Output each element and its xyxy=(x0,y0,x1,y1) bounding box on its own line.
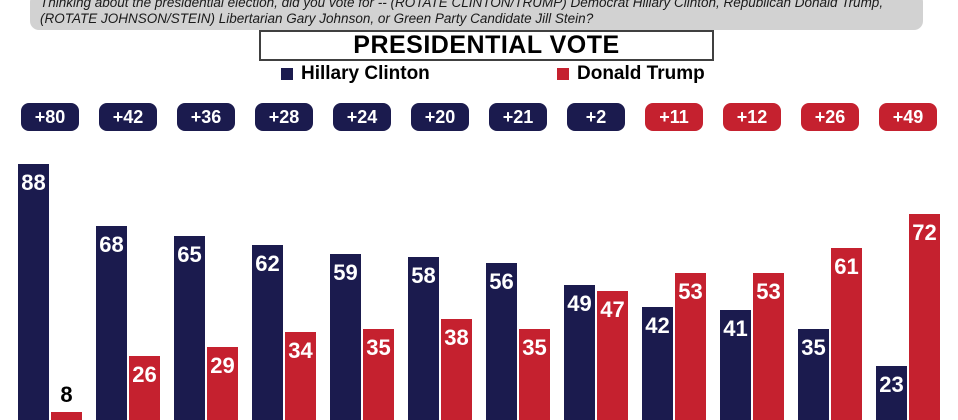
bar-trump xyxy=(363,328,394,420)
margin-badge: +80 xyxy=(21,103,79,131)
legend-item-clinton: Hillary Clinton xyxy=(281,63,430,85)
margin-badge: +28 xyxy=(255,103,313,131)
bar-value-label: 34 xyxy=(288,337,313,363)
trump-swatch-icon xyxy=(557,68,569,80)
bar-clinton xyxy=(96,226,127,420)
bar-value-label: 61 xyxy=(834,253,859,279)
bar-trump xyxy=(909,213,940,420)
chart-title-box: PRESIDENTIAL VOTE xyxy=(259,30,714,61)
bar-value-label: 58 xyxy=(411,263,436,289)
bar-trump xyxy=(441,319,472,420)
margin-badge: +20 xyxy=(411,103,469,131)
legend-item-trump: Donald Trump xyxy=(557,63,705,85)
bar-clinton xyxy=(408,257,439,420)
bar-value-label: 88 xyxy=(21,170,46,196)
bar-value-label: 56 xyxy=(489,269,514,295)
margin-badge: +36 xyxy=(177,103,235,131)
bar-value-label: 8 xyxy=(60,382,73,408)
bar-value-label: 35 xyxy=(522,334,547,360)
bar-value-label: 35 xyxy=(366,334,391,360)
survey-question-box: Thinking about the presidential election… xyxy=(30,0,923,30)
bar-trump xyxy=(597,291,628,420)
margin-badge: +24 xyxy=(333,103,391,131)
bar-clinton xyxy=(876,365,907,420)
margin-badge: +42 xyxy=(99,103,157,131)
bar-value-label: 26 xyxy=(132,362,157,388)
bar-clinton xyxy=(564,285,595,420)
bar-value-label: 42 xyxy=(645,312,670,338)
bar-trump xyxy=(753,272,784,420)
bar-trump xyxy=(519,328,550,420)
bar-clinton xyxy=(174,235,205,420)
bar-clinton xyxy=(720,309,751,420)
bar-trump xyxy=(285,331,316,420)
margin-badge: +2 xyxy=(567,103,625,131)
bar-trump xyxy=(207,347,238,420)
bar-value-label: 47 xyxy=(600,297,625,323)
margin-badge: +11 xyxy=(645,103,703,131)
bar-value-label: 35 xyxy=(801,334,826,360)
bar-clinton xyxy=(252,244,283,420)
bar-clinton xyxy=(798,328,829,420)
chart-title: PRESIDENTIAL VOTE xyxy=(353,31,620,59)
bar-value-label: 41 xyxy=(723,315,748,341)
bar-clinton xyxy=(642,306,673,420)
survey-question-line1: Thinking about the presidential election… xyxy=(40,0,884,10)
legend-label-trump: Donald Trump xyxy=(577,63,705,84)
bar-value-label: 49 xyxy=(567,291,592,317)
bar-value-label: 72 xyxy=(912,219,937,245)
bar-clinton xyxy=(486,263,517,420)
margin-badge: +12 xyxy=(723,103,781,131)
legend-label-clinton: Hillary Clinton xyxy=(301,63,430,84)
bar-trump xyxy=(831,247,862,420)
bar-value-label: 53 xyxy=(756,278,781,304)
survey-question-line2: (ROTATE JOHNSON/STEIN) Libertarian Gary … xyxy=(40,10,594,26)
bar-value-label: 53 xyxy=(678,278,703,304)
bar-value-label: 65 xyxy=(177,241,202,267)
bar-trump xyxy=(51,412,82,420)
margin-badge: +49 xyxy=(879,103,937,131)
bar-value-label: 62 xyxy=(255,250,280,276)
bar-trump xyxy=(675,272,706,420)
bar-clinton xyxy=(18,164,49,420)
margin-badge: +26 xyxy=(801,103,859,131)
bar-value-label: 68 xyxy=(99,232,124,258)
margin-badge: +21 xyxy=(489,103,547,131)
bar-trump xyxy=(129,356,160,420)
bar-clinton xyxy=(330,254,361,420)
bar-value-label: 23 xyxy=(879,371,904,397)
bar-value-label: 38 xyxy=(444,325,469,351)
bar-value-label: 29 xyxy=(210,353,235,379)
clinton-swatch-icon xyxy=(281,68,293,80)
bar-value-label: 59 xyxy=(333,260,358,286)
